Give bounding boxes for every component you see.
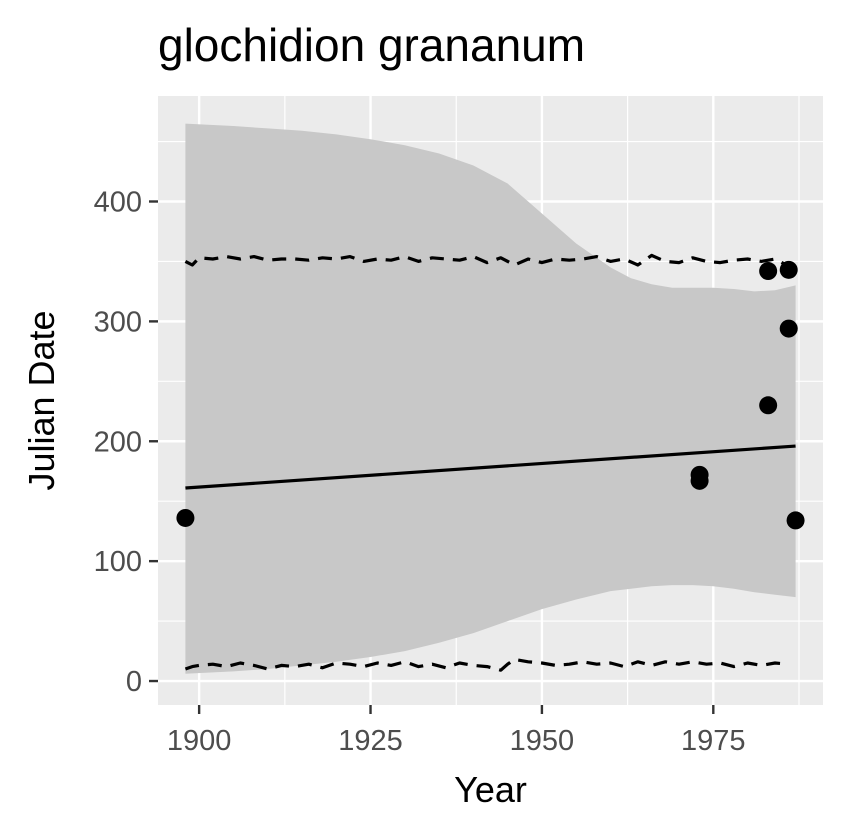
y-tick-label: 300 xyxy=(94,306,142,338)
x-tick-label: 1925 xyxy=(338,725,403,757)
data-point xyxy=(786,511,805,530)
x-tick-label: 1900 xyxy=(167,725,232,757)
data-point xyxy=(779,319,798,338)
quantile-lines-layer xyxy=(184,253,790,672)
x-tick-label: 1950 xyxy=(510,725,575,757)
chart-title: glochidion grananum xyxy=(158,19,586,71)
confidence-band xyxy=(185,123,796,674)
trend-line-layer xyxy=(185,444,796,490)
data-point xyxy=(759,262,778,281)
trend-line xyxy=(185,444,796,490)
y-axis-title: Julian Date xyxy=(21,310,62,490)
x-axis-title: Year xyxy=(454,769,527,810)
y-tick-label: 400 xyxy=(94,186,142,218)
lower-quantile-line xyxy=(184,657,789,672)
y-tick-label: 0 xyxy=(126,666,142,698)
points-layer xyxy=(176,260,805,530)
upper-quantile-line xyxy=(184,253,790,268)
data-point xyxy=(176,508,195,527)
y-tick-label: 100 xyxy=(94,546,142,578)
data-point xyxy=(779,260,798,279)
confidence-band-layer xyxy=(185,123,796,674)
data-point xyxy=(759,396,778,415)
x-tick-label: 1975 xyxy=(681,725,746,757)
axes-layer: 1900 1925 1950 1975 0 100 200 300 400 xyxy=(94,186,746,757)
data-point xyxy=(690,471,709,490)
y-tick-label: 200 xyxy=(94,426,142,458)
